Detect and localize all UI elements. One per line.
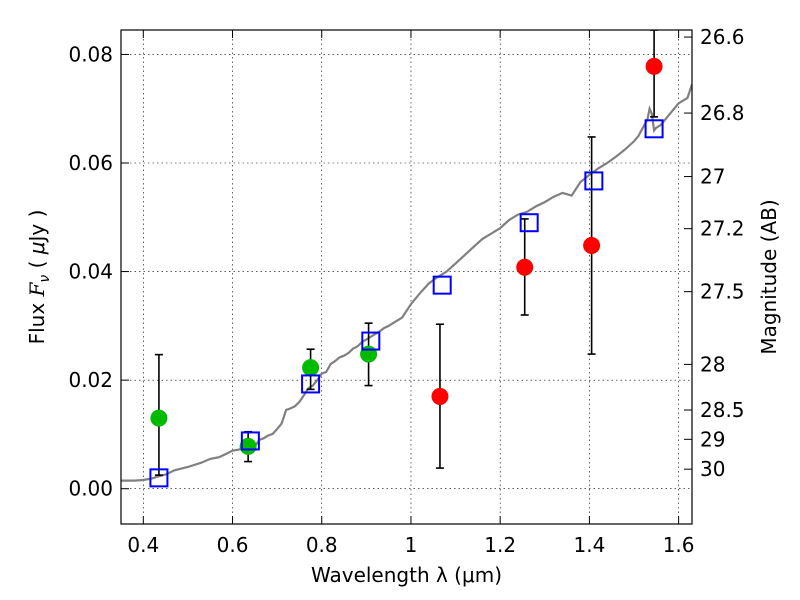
photometry-point	[645, 57, 663, 75]
photometry-point	[516, 258, 534, 276]
axis-ticks: 0.4 0.6 0.8 1 1.2 1.4 1.6 0.00 0.02 0.04 0.06 0.08 2…	[68, 25, 744, 557]
right-tick-label: 27	[700, 165, 725, 189]
plot-frame	[120, 29, 693, 525]
photometry-point	[583, 237, 601, 255]
x-tick-label: 0.4	[127, 533, 159, 557]
model-point	[240, 431, 260, 451]
right-axis-label: Magnitude (AB)	[757, 199, 781, 354]
model-point	[432, 275, 452, 295]
y-tick-label: 0.02	[68, 368, 113, 392]
model-point	[584, 171, 604, 191]
right-tick-label: 28	[700, 352, 725, 376]
model-point	[301, 374, 321, 394]
x-tick-label: 0.6	[217, 533, 249, 557]
photometry-point	[150, 409, 168, 427]
y-tick-label: 0.06	[68, 151, 113, 175]
right-tick-label: 26.8	[700, 101, 745, 125]
photometry-point	[431, 387, 449, 405]
right-tick-label: 27.5	[700, 280, 745, 304]
x-tick-label: 1.6	[663, 533, 695, 557]
right-tick-label: 28.5	[700, 398, 745, 422]
y-label-subscript: ν	[37, 275, 53, 283]
x-tick-label: 1.2	[484, 533, 516, 557]
y-tick-label: 0.04	[68, 260, 113, 284]
right-tick-label: 30	[700, 457, 725, 481]
y-tick-label: 0.08	[68, 42, 113, 66]
y-label-prefix: Flux	[25, 296, 49, 344]
x-tick-label: 1	[405, 533, 418, 557]
y-label-unit-rest: Jy )	[25, 210, 49, 244]
grid-lines	[121, 30, 692, 524]
photometry-point	[302, 359, 320, 377]
y-label-open: (	[25, 254, 49, 275]
right-tick-label: 27.2	[700, 217, 745, 241]
plot-data	[121, 30, 692, 488]
y-label-symbol: F	[25, 281, 49, 297]
x-tick-label: 0.8	[306, 533, 338, 557]
spectrum-line	[121, 83, 692, 482]
y-tick-label: 0.00	[68, 477, 113, 501]
y-label-unit-mu: μ	[25, 241, 49, 255]
x-axis-label: Wavelength λ (μm)	[311, 563, 502, 587]
model-point	[644, 119, 664, 139]
y-axis-label: Flux Fν ( μJy )	[25, 210, 53, 345]
model-point	[149, 468, 169, 488]
model-point	[361, 331, 381, 351]
right-tick-label: 29	[700, 427, 725, 451]
right-tick-label: 26.6	[700, 25, 745, 49]
model-point	[519, 213, 539, 233]
x-tick-label: 1.4	[573, 533, 605, 557]
